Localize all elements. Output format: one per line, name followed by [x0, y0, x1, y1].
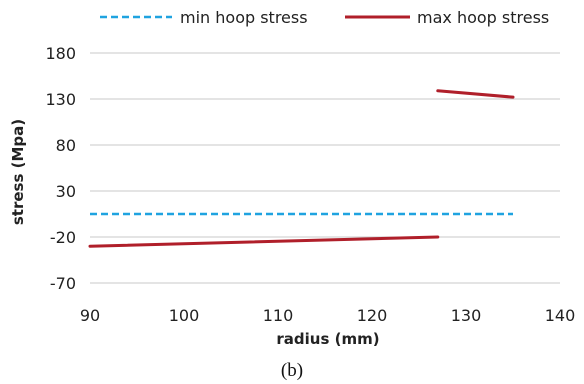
y-tick-label: 130: [45, 90, 76, 109]
x-tick-label: 120: [357, 306, 388, 325]
max-hoop-stress-line: [88, 235, 440, 248]
grid-layer: [90, 52, 560, 284]
x-axis-title: radius (mm): [276, 330, 379, 348]
y-tick-labels: 180 130 80 30 -20 -70: [45, 44, 76, 293]
x-tick-label: 90: [80, 306, 100, 325]
y-tick-label: -20: [50, 228, 76, 247]
x-tick-label: 100: [169, 306, 200, 325]
y-tick-label: -70: [50, 274, 76, 293]
y-axis-title: stress (Mpa): [9, 119, 27, 225]
y-tick-label: 180: [45, 44, 76, 63]
x-tick-labels: 90 100 110 120 130 140: [80, 306, 575, 325]
max-hoop-stress-line: [436, 89, 515, 99]
x-tick-label: 140: [545, 306, 576, 325]
y-tick-label: 80: [56, 136, 76, 155]
figure-caption: (b): [281, 360, 303, 381]
y-tick-label: 30: [56, 182, 76, 201]
legend-label: min hoop stress: [180, 8, 308, 27]
x-tick-label: 110: [263, 306, 294, 325]
legend: min hoop stress max hoop stress: [100, 8, 549, 27]
legend-label: max hoop stress: [417, 8, 549, 27]
series-layer: [88, 89, 515, 248]
x-tick-label: 130: [451, 306, 482, 325]
